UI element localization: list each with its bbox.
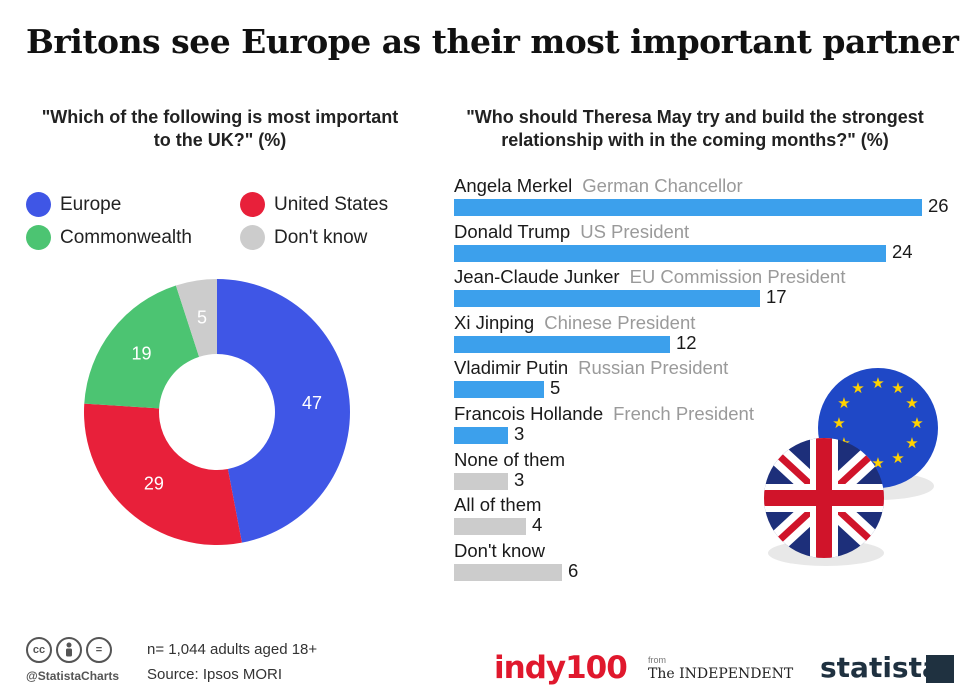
bar-role: EU Commission President xyxy=(629,266,846,288)
legend-label: Don't know xyxy=(274,226,368,248)
legend-label: Europe xyxy=(60,193,122,215)
donut-slice xyxy=(175,279,217,357)
bar xyxy=(454,199,922,216)
statista-logo: statista xyxy=(820,651,941,684)
legend-item: United States xyxy=(240,192,388,217)
svg-text:★: ★ xyxy=(891,449,904,467)
bar-role: Russian President xyxy=(578,357,729,379)
bar-category: Jean-Claude Junker xyxy=(454,266,620,288)
bar-value-label: 17 xyxy=(766,286,787,308)
legend-item: Don't know xyxy=(240,225,367,250)
svg-text:★: ★ xyxy=(837,394,850,412)
chart-title: Britons see Europe as their most importa… xyxy=(26,22,959,61)
person-icon xyxy=(56,637,82,663)
legend-swatch xyxy=(26,192,51,217)
bar xyxy=(454,518,526,536)
statista-handle: @StatistaCharts xyxy=(26,669,120,683)
svg-text:★: ★ xyxy=(851,379,864,397)
bar-value-label: 4 xyxy=(532,514,543,536)
independent-logo: The INDEPENDENT xyxy=(648,666,794,682)
sample-note: n= 1,044 adults aged 18+ xyxy=(147,641,318,658)
statista-logo-icon xyxy=(926,655,954,683)
bar-category: Francois Hollande xyxy=(454,403,604,424)
bar-value-label: 3 xyxy=(514,423,525,444)
donut-value-label: 29 xyxy=(144,474,164,494)
bar xyxy=(454,563,562,581)
bar-category: Angela Merkel xyxy=(454,175,573,196)
cc-icon: cc xyxy=(26,637,52,663)
legend-label: Commonwealth xyxy=(60,226,192,248)
donut-slice xyxy=(84,285,200,409)
bar-category: Vladimir Putin xyxy=(454,357,569,379)
legend-item: Commonwealth xyxy=(26,225,192,250)
legend-swatch xyxy=(240,192,265,217)
donut-value-label: 5 xyxy=(197,308,207,328)
bar-category: Donald Trump xyxy=(454,220,571,242)
donut-chart: 47 29 19 5 xyxy=(84,279,351,545)
bar-label: Xi Jinping Chinese President xyxy=(454,312,695,334)
bar xyxy=(454,472,508,490)
svg-text:★: ★ xyxy=(891,379,904,397)
bar xyxy=(454,335,670,353)
bar-category: All of them xyxy=(454,494,542,516)
bar xyxy=(454,290,760,308)
legend-swatch xyxy=(240,225,265,250)
bar-value-label: 24 xyxy=(892,240,913,262)
bar-label: None of them xyxy=(454,449,565,471)
legend-swatch xyxy=(26,225,51,250)
bar-value-label: 12 xyxy=(676,331,697,353)
svg-text:★: ★ xyxy=(905,434,918,452)
left-question: "Which of the following is most importan… xyxy=(41,107,399,150)
legend-item: Europe xyxy=(26,192,121,217)
right-question: "Who should Theresa May try and build th… xyxy=(466,107,924,150)
bar-role: US President xyxy=(580,220,690,242)
flags-illustration: ★★★ ★★★ ★★★ ★★★ xyxy=(764,368,938,566)
bar-label: Vladimir Putin Russian President xyxy=(454,357,728,379)
legend-label: United States xyxy=(274,193,389,215)
bar-label: Donald Trump US President xyxy=(454,221,689,243)
donut-slice xyxy=(84,403,242,545)
bar-category: Xi Jinping xyxy=(454,311,535,333)
bar-category: None of them xyxy=(454,448,566,470)
donut-value-label: 19 xyxy=(132,343,152,363)
svg-text:★: ★ xyxy=(832,414,845,432)
svg-text:★: ★ xyxy=(871,374,884,392)
bar-value-label: 5 xyxy=(550,377,561,399)
bar-label: All of them xyxy=(454,494,541,516)
bar-value-label: 3 xyxy=(514,468,525,490)
bar xyxy=(454,244,886,262)
bar-role: German Chancellor xyxy=(582,175,743,196)
bar-label: Angela Merkel German Chancellor xyxy=(454,175,743,197)
bar-value-label: 26 xyxy=(928,195,949,216)
bar-label: Don't know xyxy=(454,540,545,562)
bar-category: Don't know xyxy=(454,539,545,561)
donut-value-label: 47 xyxy=(302,393,322,413)
svg-text:★: ★ xyxy=(905,394,918,412)
bar-label: Jean-Claude Junker EU Commission Presiden… xyxy=(454,266,845,288)
svg-text:★: ★ xyxy=(910,414,923,432)
equals-icon: = xyxy=(86,637,112,663)
bar-role: Chinese President xyxy=(544,311,696,333)
source-note: Source: Ipsos MORI xyxy=(147,666,283,683)
bar xyxy=(454,381,544,399)
uk-flag-icon xyxy=(764,438,884,558)
bar-value-label: 6 xyxy=(568,559,579,581)
indy100-logo: indy100 xyxy=(494,650,628,686)
bar-label: Francois Hollande French President xyxy=(454,403,754,425)
donut-slice xyxy=(217,279,351,543)
bar xyxy=(454,427,508,444)
logo-from-text: from xyxy=(648,655,666,665)
license-icons: cc = xyxy=(26,637,112,663)
bar-role: French President xyxy=(613,403,754,424)
